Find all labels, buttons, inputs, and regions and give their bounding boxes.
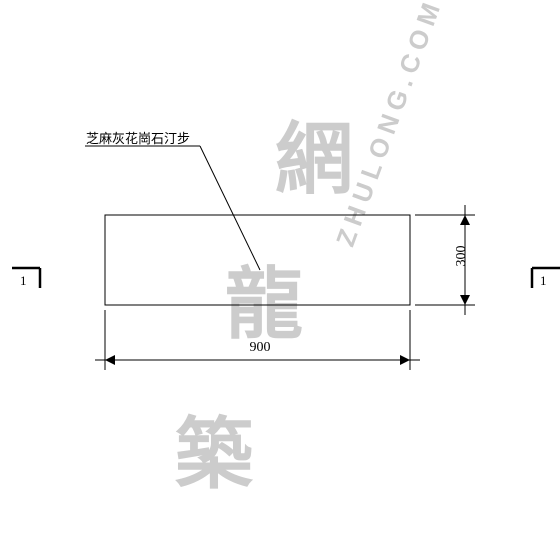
section-label-right: 1 bbox=[540, 273, 547, 289]
dim-v-arrow-bot bbox=[460, 295, 470, 305]
section-label-left: 1 bbox=[20, 273, 27, 289]
label-leader bbox=[200, 146, 260, 270]
dim-v-arrow-top bbox=[460, 215, 470, 225]
stone-rect bbox=[105, 215, 410, 305]
drawing-svg bbox=[0, 0, 560, 560]
dim-h-arrow-left bbox=[105, 355, 115, 365]
dim-h-arrow-right bbox=[400, 355, 410, 365]
dim-vertical-value: 300 bbox=[454, 242, 470, 270]
drawing-canvas: 築 龍 網 ZHULONG.COM 芝麻灰花崗石汀步 900 300 1 1 bbox=[0, 0, 560, 560]
dim-horizontal-value: 900 bbox=[240, 340, 280, 356]
material-label: 芝麻灰花崗石汀步 bbox=[86, 128, 190, 147]
